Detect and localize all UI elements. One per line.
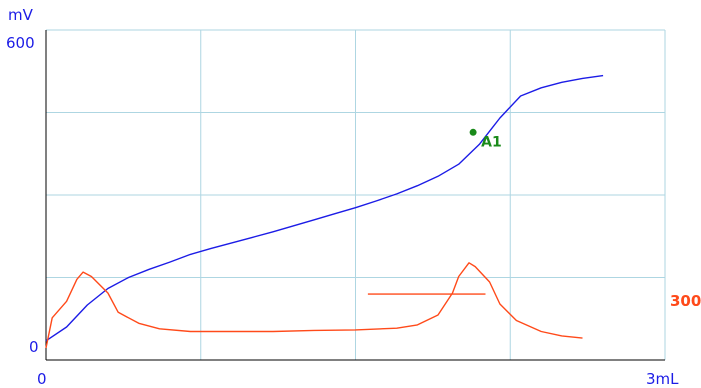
endpoint-marker <box>469 128 477 136</box>
endpoint-label: A1 <box>481 134 502 150</box>
annotation-layer: A1 <box>469 128 502 150</box>
x-tick-label-end: 3mL <box>646 370 679 388</box>
y-tick-label-top: 600 <box>6 34 35 52</box>
potential-curve <box>45 74 604 342</box>
derivative-curve <box>45 262 583 349</box>
series-layer <box>45 74 604 349</box>
y-tick-label-zero: 0 <box>29 338 39 356</box>
axes <box>45 29 666 361</box>
y-axis-label: mV <box>8 6 33 24</box>
secondary-axis-label: 300 <box>670 292 701 310</box>
grid-lines <box>46 30 665 360</box>
x-tick-label-zero: 0 <box>37 370 47 388</box>
